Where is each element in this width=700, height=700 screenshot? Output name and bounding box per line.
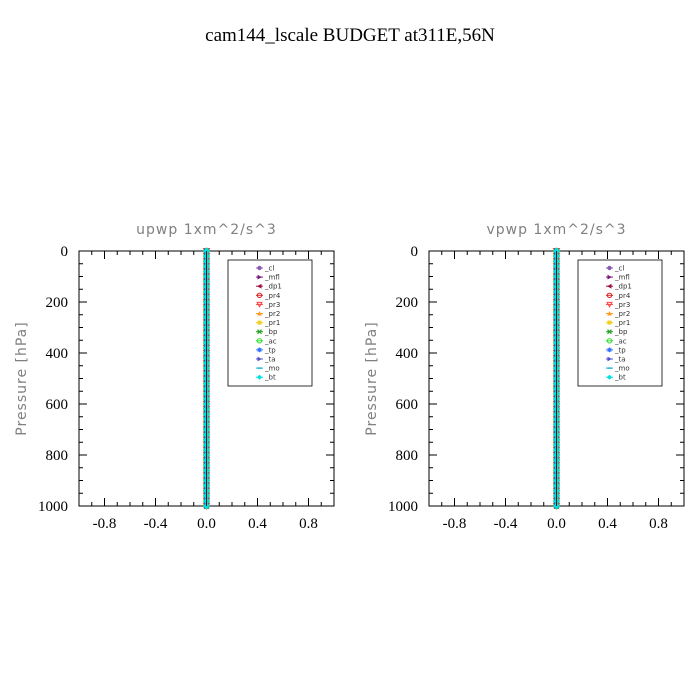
y-tick-label: 200: [396, 295, 419, 311]
legend-box: [577, 259, 663, 387]
y-tick-label: 0: [61, 244, 69, 260]
legend-label: _cl: [264, 265, 274, 273]
y-tick-label: 800: [396, 448, 419, 464]
legend-label: _ta: [614, 356, 626, 364]
y-tick-label: 0: [411, 244, 419, 260]
x-tick-label: -0.8: [93, 516, 117, 532]
legend-label: _bt: [614, 374, 626, 382]
legend-marker: [607, 347, 612, 353]
legend-label: _pr1: [264, 319, 280, 327]
legend-label: _mo: [264, 365, 280, 373]
legend-marker: [257, 329, 262, 335]
legend-label: _mfl: [614, 274, 630, 282]
legend-label: _bp: [614, 328, 628, 336]
legend-box: [227, 259, 313, 387]
legend-marker: [606, 374, 613, 380]
legend-marker: [256, 292, 263, 298]
legend-label: _ac: [264, 337, 277, 345]
x-tick-label: 0.4: [598, 516, 617, 532]
legend-marker: [257, 356, 262, 362]
x-tick-label: 0.8: [299, 516, 318, 532]
legend-label: _bp: [264, 328, 278, 336]
legend-marker: [256, 301, 263, 308]
y-tick-label: 400: [396, 346, 419, 362]
legend-marker: [257, 347, 262, 353]
x-tick-label: 0.0: [197, 516, 216, 532]
legend-marker: [606, 301, 613, 308]
legend: _cl_mfl_dp1_pr4_pr3_pr2_pr1_bp_ac_tp_ta_…: [577, 259, 663, 387]
chart-panel-2: vpwp 1xm^2/s^3 Pressure [hPa] -0.8 -0.4 0.0 0…: [364, 222, 685, 532]
y-tick-label: 1000: [38, 499, 68, 515]
y-tick-label: 200: [46, 295, 69, 311]
figure-title: cam144_lscale BUDGET at311E,56N: [205, 25, 495, 46]
legend-marker: [607, 329, 612, 335]
legend-label: _pr2: [614, 310, 630, 318]
legend-marker: [607, 274, 612, 280]
legend-label: _mfl: [264, 274, 280, 282]
legend-label: _pr4: [264, 292, 281, 300]
y-axis-label: Pressure [hPa]: [14, 321, 30, 435]
legend-label: _cl: [614, 265, 624, 273]
x-tick-label: -0.8: [443, 516, 467, 532]
x-tick-label: -0.4: [144, 516, 168, 532]
y-axis-label: Pressure [hPa]: [364, 321, 380, 435]
legend-label: _tp: [264, 346, 276, 354]
legend-marker: [606, 292, 613, 298]
legend-label: _tp: [614, 346, 626, 354]
y-tick-label: 1000: [388, 499, 418, 515]
y-tick-label: 800: [46, 448, 69, 464]
legend-marker: [257, 283, 262, 289]
legend-marker: [607, 320, 612, 325]
legend-marker: [257, 274, 262, 280]
chart-panel-1: upwp 1xm^2/s^3 Pressure [hPa] -0.8 -0.4 0.0 0…: [14, 222, 335, 532]
legend-label: _pr4: [614, 292, 631, 300]
legend-label: _pr3: [264, 301, 280, 309]
legend-marker: [256, 374, 263, 380]
legend-label: _ta: [264, 356, 276, 364]
legend-label: _ac: [614, 337, 627, 345]
legend-label: _dp1: [614, 283, 632, 291]
legend-marker: [257, 311, 262, 316]
panel-title: vpwp 1xm^2/s^3: [486, 222, 626, 238]
y-tick-label: 600: [396, 397, 419, 413]
legend-label: _bt: [264, 374, 276, 382]
legend-marker: [257, 265, 262, 271]
legend-marker: [606, 338, 613, 344]
legend-marker: [607, 265, 612, 271]
y-tick-label: 600: [46, 397, 69, 413]
legend-label: _mo: [614, 365, 630, 373]
legend-marker: [256, 338, 263, 344]
legend-marker: [257, 320, 262, 325]
x-tick-label: 0.8: [649, 516, 668, 532]
legend-marker: [607, 356, 612, 362]
legend-label: _pr1: [614, 319, 630, 327]
legend-marker: [607, 283, 612, 289]
legend: _cl_mfl_dp1_pr4_pr3_pr2_pr1_bp_ac_tp_ta_…: [227, 259, 313, 387]
panel-title: upwp 1xm^2/s^3: [136, 222, 277, 238]
legend-label: _pr3: [614, 301, 630, 309]
y-tick-label: 400: [46, 346, 69, 362]
legend-label: _dp1: [264, 283, 282, 291]
legend-marker: [607, 311, 612, 316]
x-tick-label: 0.4: [248, 516, 267, 532]
x-tick-label: -0.4: [494, 516, 518, 532]
legend-label: _pr2: [264, 310, 280, 318]
x-tick-label: 0.0: [547, 516, 566, 532]
